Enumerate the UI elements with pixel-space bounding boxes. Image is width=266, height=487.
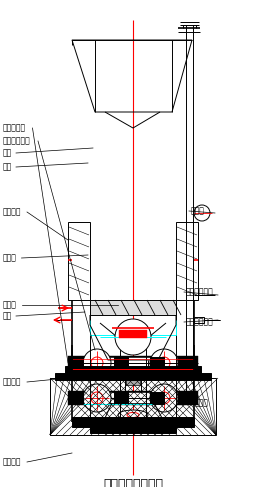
Bar: [68, 391, 198, 405]
Text: 炉篦: 炉篦: [3, 163, 12, 171]
Bar: [114, 357, 128, 369]
Circle shape: [115, 319, 151, 355]
Bar: [50, 378, 216, 435]
Text: 炉衬: 炉衬: [3, 312, 12, 320]
Text: 上段煤气出口: 上段煤气出口: [186, 318, 214, 326]
Bar: [55, 373, 211, 380]
Bar: [119, 330, 147, 338]
Text: 中心管: 中心管: [3, 300, 17, 310]
Bar: [90, 427, 176, 433]
Bar: [178, 357, 196, 369]
Bar: [68, 356, 198, 370]
Bar: [150, 357, 164, 369]
Bar: [114, 392, 128, 404]
Text: 顶部煤仓: 顶部煤仓: [3, 457, 22, 467]
Text: 下段煤气出口: 下段煤气出口: [186, 287, 214, 297]
Text: 双段式煤气发生炉: 双段式煤气发生炉: [103, 478, 163, 487]
Bar: [72, 358, 194, 368]
Circle shape: [150, 349, 178, 377]
Text: 灰室: 灰室: [3, 149, 12, 157]
Bar: [194, 317, 204, 323]
Bar: [65, 366, 201, 374]
Bar: [68, 357, 83, 369]
Bar: [178, 392, 196, 404]
Bar: [176, 222, 198, 300]
Bar: [126, 375, 140, 385]
Text: 加煤机构: 加煤机构: [3, 377, 22, 387]
Bar: [90, 300, 176, 315]
Text: 支盘驱动装置: 支盘驱动装置: [3, 136, 31, 146]
Circle shape: [194, 205, 210, 221]
Bar: [68, 222, 90, 300]
Circle shape: [83, 384, 111, 412]
Ellipse shape: [118, 410, 148, 420]
Bar: [150, 392, 164, 404]
Bar: [72, 393, 194, 403]
Text: 干馏段: 干馏段: [3, 254, 17, 262]
Text: 蒸汽水套: 蒸汽水套: [3, 207, 22, 217]
Text: 过渡管: 过渡管: [195, 398, 209, 408]
Circle shape: [83, 349, 111, 377]
Bar: [72, 417, 194, 427]
Text: 探火孔: 探火孔: [191, 206, 205, 216]
Text: 炉底鼓风管: 炉底鼓风管: [3, 124, 26, 132]
Bar: [68, 392, 83, 404]
Circle shape: [150, 384, 178, 412]
